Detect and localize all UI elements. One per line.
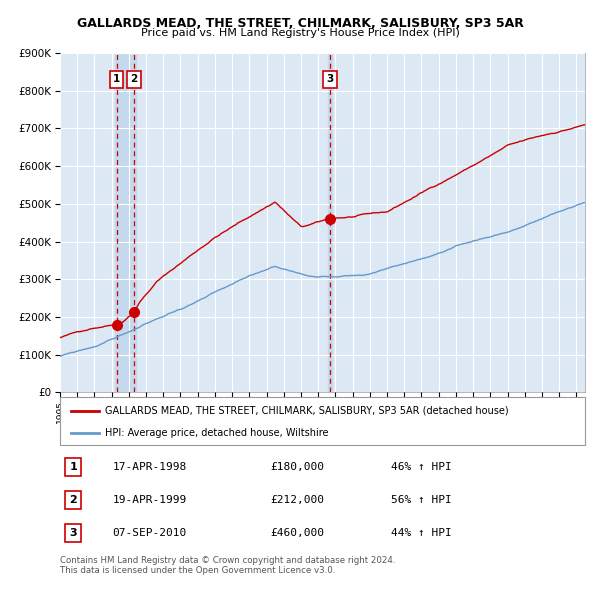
Text: 3: 3: [70, 528, 77, 538]
Text: 46% ↑ HPI: 46% ↑ HPI: [391, 462, 452, 472]
Bar: [328, 53, 332, 392]
Text: Price paid vs. HM Land Registry's House Price Index (HPI): Price paid vs. HM Land Registry's House …: [140, 28, 460, 38]
Text: GALLARDS MEAD, THE STREET, CHILMARK, SALISBURY, SP3 5AR: GALLARDS MEAD, THE STREET, CHILMARK, SAL…: [77, 17, 523, 30]
Text: £460,000: £460,000: [270, 528, 324, 538]
Text: 1: 1: [113, 74, 120, 84]
Text: GALLARDS MEAD, THE STREET, CHILMARK, SALISBURY, SP3 5AR (detached house): GALLARDS MEAD, THE STREET, CHILMARK, SAL…: [104, 405, 508, 415]
FancyBboxPatch shape: [60, 397, 585, 445]
Text: Contains HM Land Registry data © Crown copyright and database right 2024.: Contains HM Land Registry data © Crown c…: [60, 556, 395, 565]
Text: 19-APR-1999: 19-APR-1999: [113, 495, 187, 505]
Text: 3: 3: [326, 74, 334, 84]
Text: £180,000: £180,000: [270, 462, 324, 472]
Text: This data is licensed under the Open Government Licence v3.0.: This data is licensed under the Open Gov…: [60, 566, 335, 575]
Text: 56% ↑ HPI: 56% ↑ HPI: [391, 495, 452, 505]
Text: 44% ↑ HPI: 44% ↑ HPI: [391, 528, 452, 538]
Text: 07-SEP-2010: 07-SEP-2010: [113, 528, 187, 538]
Text: 17-APR-1998: 17-APR-1998: [113, 462, 187, 472]
Text: £212,000: £212,000: [270, 495, 324, 505]
Bar: [115, 53, 136, 392]
Text: 2: 2: [69, 495, 77, 505]
Text: 2: 2: [130, 74, 137, 84]
Text: 1: 1: [69, 462, 77, 472]
Text: HPI: Average price, detached house, Wiltshire: HPI: Average price, detached house, Wilt…: [104, 428, 328, 438]
